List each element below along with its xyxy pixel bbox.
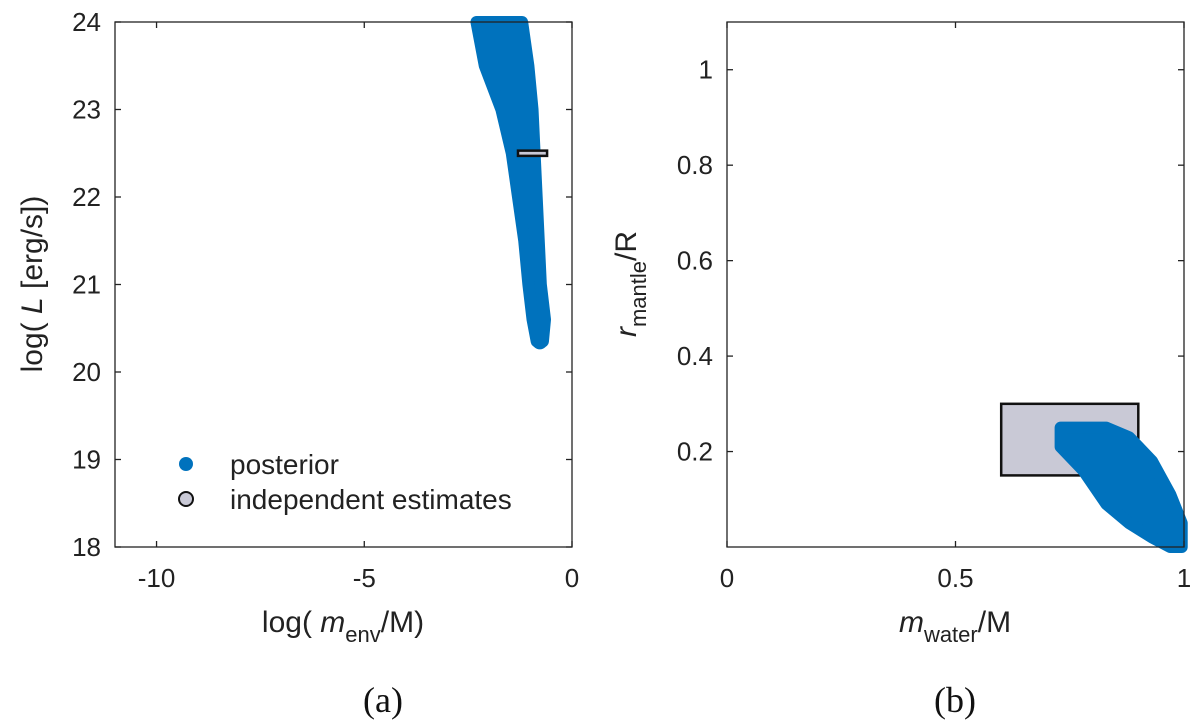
- legend-estimate-label: independent estimates: [230, 484, 512, 515]
- panel-b: 0 0.5 1 0.2 0.4 0.6 0.8 1 mwater/M rmantle/R (b…: [610, 21, 1191, 720]
- panel-b-xlabel: mwater/M: [899, 606, 1011, 647]
- panel-b-ticks: 0 0.5 1 0.2 0.4 0.6 0.8 1: [677, 22, 1191, 593]
- axis-label-text: rmantle/R: [610, 231, 651, 337]
- legend: posterior independent estimates: [178, 449, 512, 515]
- x-tick-label: 1: [1177, 563, 1191, 593]
- panel-a: -10 -5 0 18 19 20 21 22 23 24 log( menv/M) log( L…: [16, 7, 579, 720]
- posterior-point: [531, 333, 548, 350]
- panel-a-ticks: -10 -5 0 18 19 20 21 22 23 24: [72, 7, 579, 593]
- panel-a-xlabel: log( menv/M): [262, 606, 424, 647]
- x-tick-label: 0.5: [937, 563, 973, 593]
- y-tick-label: 20: [72, 357, 101, 387]
- legend-posterior-label: posterior: [230, 449, 339, 480]
- axis-label-text: mwater/M: [899, 606, 1011, 647]
- y-tick-label: 24: [72, 7, 101, 37]
- posterior-region: [470, 16, 551, 348]
- panel-b-caption: (b): [934, 680, 976, 720]
- y-tick-label: 22: [72, 182, 101, 212]
- y-tick-label: 19: [72, 445, 101, 475]
- panel-a-posterior: [470, 16, 551, 350]
- x-tick-label: -10: [138, 563, 176, 593]
- panel-a-estimate-box: [516, 149, 549, 158]
- y-tick-label: 0.4: [677, 341, 713, 371]
- x-tick-label: 0: [720, 563, 734, 593]
- y-tick-label: 0.8: [677, 150, 713, 180]
- legend-estimate-marker: [178, 491, 194, 507]
- x-tick-label: 0: [565, 563, 579, 593]
- panel-b-posterior: [1054, 421, 1188, 553]
- y-tick-label: 0.6: [677, 246, 713, 276]
- y-tick-label: 18: [72, 532, 101, 562]
- panel-b-ylabel: rmantle/R: [610, 231, 651, 337]
- y-tick-label: 0.2: [677, 437, 713, 467]
- panel-a-caption: (a): [363, 680, 403, 720]
- axis-label-text: log( L [erg/s]): [16, 196, 49, 373]
- x-tick-label: -5: [353, 563, 376, 593]
- panel-a-ylabel: log( L [erg/s]): [16, 196, 49, 373]
- y-tick-label: 23: [72, 95, 101, 125]
- y-tick-label: 21: [72, 270, 101, 300]
- axis-label-text: log( menv/M): [262, 606, 424, 647]
- y-tick-label: 1: [699, 55, 713, 85]
- posterior-region: [1054, 421, 1188, 553]
- legend-posterior-marker: [179, 457, 193, 471]
